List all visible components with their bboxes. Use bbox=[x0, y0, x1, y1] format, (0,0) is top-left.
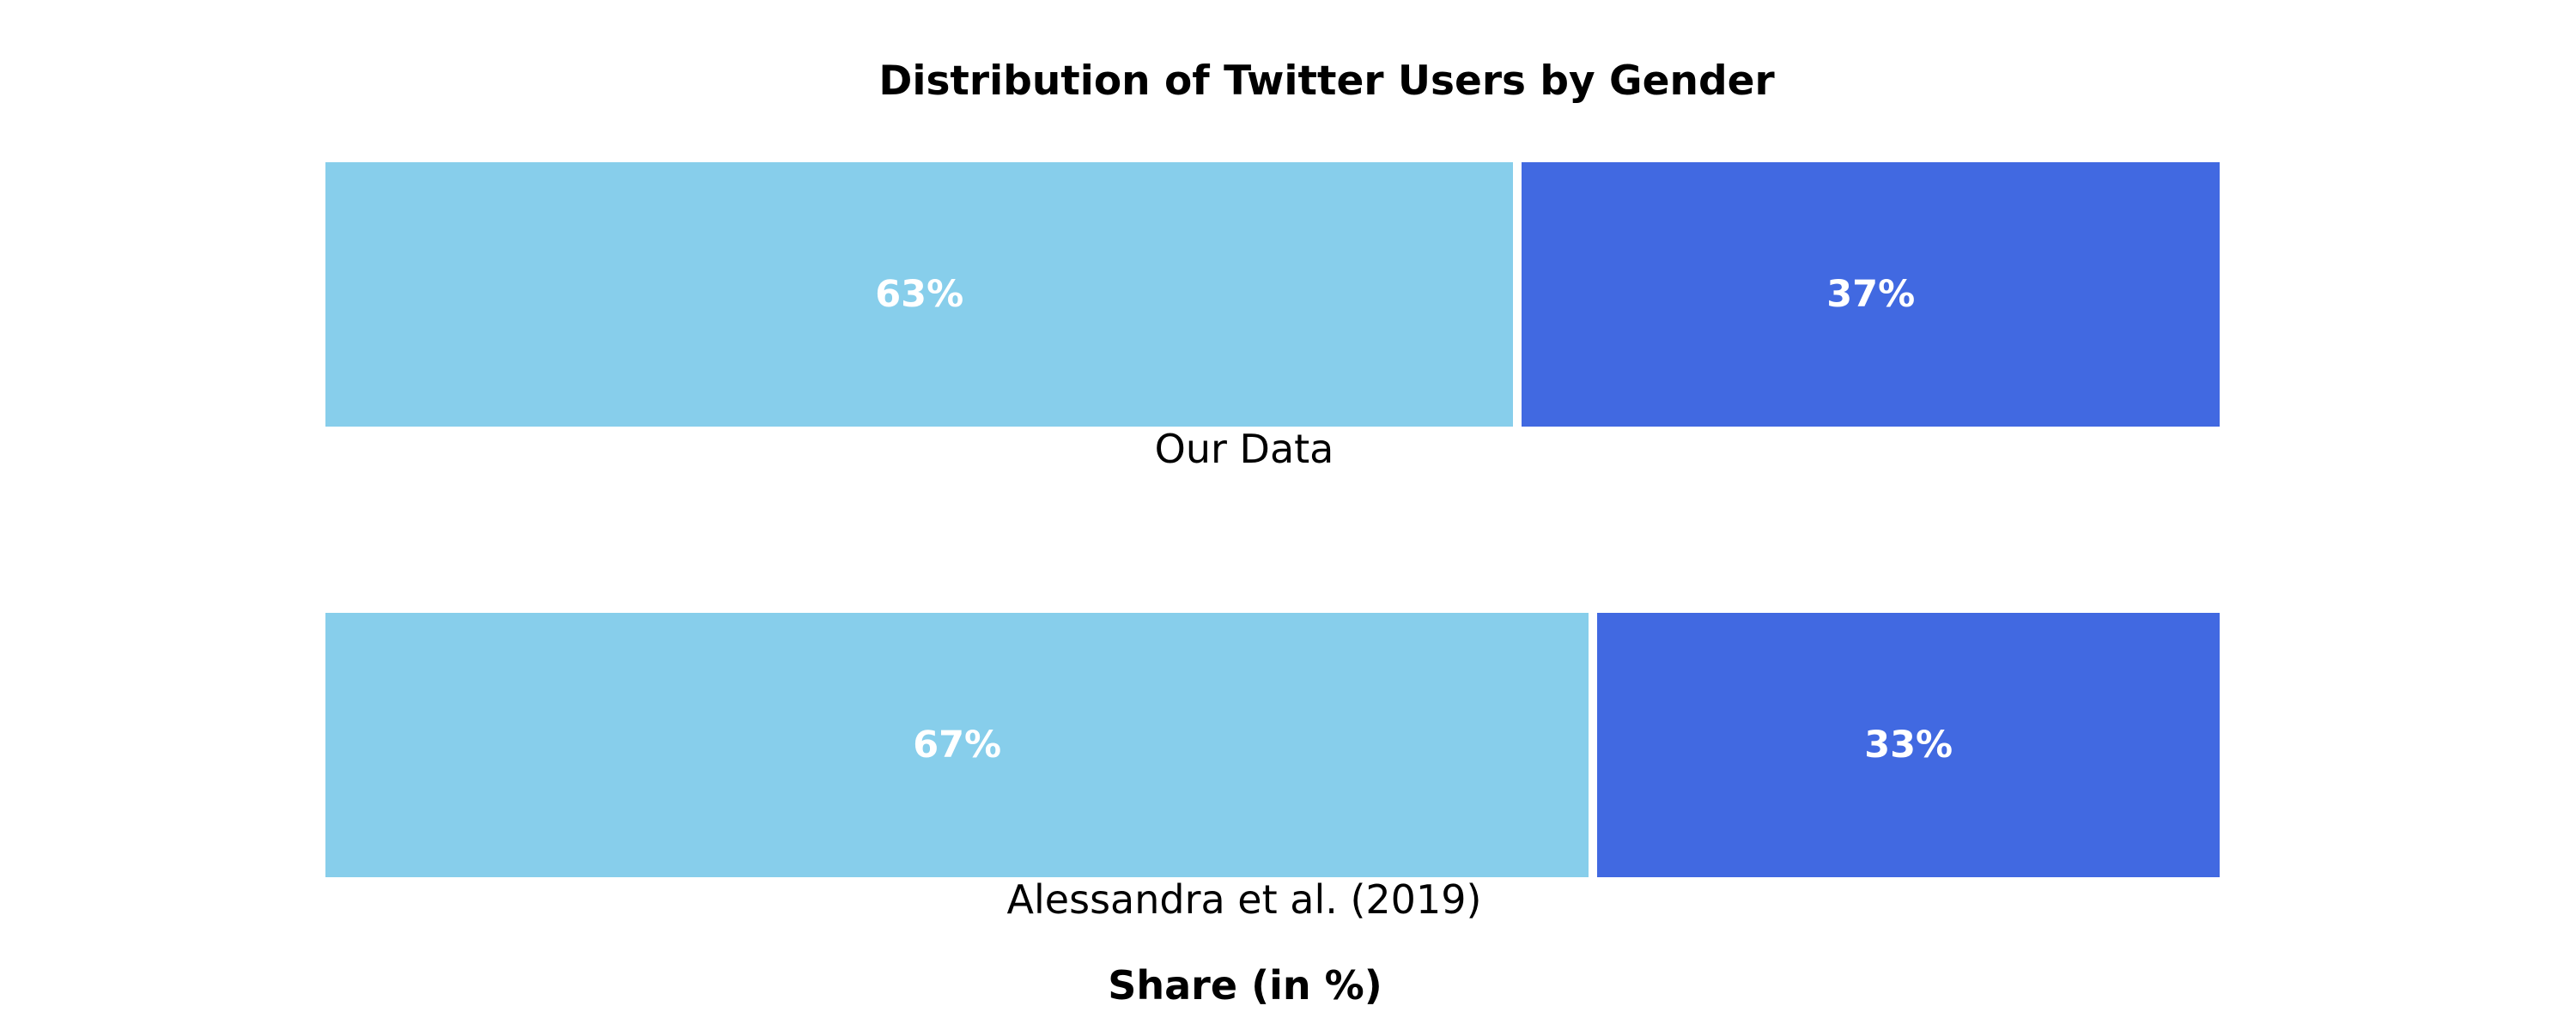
value-label: 33% bbox=[1864, 723, 1953, 766]
bar-row-alessandra: 67% 33% bbox=[325, 613, 2220, 877]
x-axis-label: Share (in %) bbox=[1108, 962, 1382, 1009]
bar-segment-alessandra-light-blue: 67% bbox=[325, 613, 1589, 877]
bar-segment-alessandra-royal-blue: 33% bbox=[1597, 613, 2220, 877]
category-label-our-data: Our Data bbox=[1154, 426, 1334, 472]
bar-row-our-data: 63% 37% bbox=[325, 162, 2220, 427]
bar-segment-our-data-royal-blue: 37% bbox=[1522, 162, 2220, 427]
bar-segment-our-data-light-blue: 63% bbox=[325, 162, 1514, 427]
value-label: 63% bbox=[875, 272, 964, 316]
value-label: 67% bbox=[913, 723, 1002, 766]
chart-title: Distribution of Twitter Users by Gender bbox=[878, 58, 1775, 105]
category-label-alessandra: Alessandra et al. (2019) bbox=[1006, 876, 1482, 923]
value-label: 37% bbox=[1826, 272, 1916, 316]
